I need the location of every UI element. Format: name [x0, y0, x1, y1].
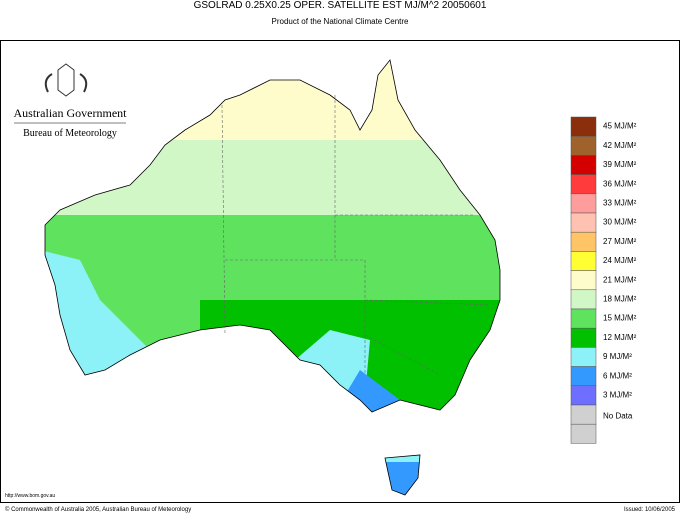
legend-label: 36 MJ/M² — [603, 179, 637, 188]
legend: 45 MJ/M² 42 MJ/M² 39 MJ/M² 36 MJ/M² 33 MJ/M²… — [570, 116, 637, 444]
title: GSOLRAD 0.25X0.25 OPER. SATELLITE EST MJ… — [194, 0, 487, 11]
legend-swatch — [570, 231, 597, 252]
legend-label: 30 MJ/M² — [603, 218, 637, 227]
legend-swatch — [570, 404, 597, 425]
legend-label: 15 MJ/M² — [603, 314, 637, 323]
state-borders — [221, 95, 491, 376]
url: http://www.bom.gov.au — [5, 493, 55, 499]
legend-label: 12 MJ/M² — [603, 333, 637, 342]
legend-label: 45 MJ/M² — [603, 122, 637, 131]
issued: Issued: 10/06/2005 — [624, 507, 676, 513]
legend-swatch — [570, 423, 597, 444]
legend-label: 33 MJ/M² — [603, 199, 637, 208]
legend-label: No Data — [603, 412, 633, 421]
legend-swatch — [570, 308, 597, 329]
logo-line2: Bureau of Meteorology — [23, 128, 117, 139]
legend-label: 27 MJ/M² — [603, 237, 637, 246]
legend-label: 9 MJ/M² — [603, 352, 632, 361]
legend-swatch — [570, 155, 597, 175]
legend-swatch — [570, 270, 597, 291]
legend-label: 18 MJ/M² — [603, 295, 637, 304]
legend-swatch — [570, 289, 597, 310]
legend-swatch — [570, 327, 597, 348]
legend-swatch — [570, 251, 597, 271]
legend-label: 3 MJ/M² — [603, 391, 632, 400]
legend-swatch — [570, 116, 597, 137]
legend-swatch — [570, 193, 597, 214]
legend-swatch — [570, 135, 597, 156]
legend-swatch — [570, 366, 597, 387]
legend-swatch — [570, 212, 597, 233]
coastline — [44, 59, 501, 496]
legend-label: 21 MJ/M² — [603, 275, 637, 284]
logo: Australian Government Bureau of Meteorol… — [14, 63, 128, 139]
logo-line1: Australian Government — [14, 106, 128, 120]
legend-swatch — [570, 385, 597, 406]
legend-label: 6 MJ/M² — [603, 371, 632, 380]
copyright: © Commonwealth of Australia 2005, Austra… — [5, 506, 191, 513]
subtitle: Product of the National Climate Centre — [272, 17, 410, 26]
legend-label: 42 MJ/M² — [603, 141, 637, 150]
legend-label: 39 MJ/M² — [603, 160, 637, 169]
legend-swatch — [570, 347, 597, 367]
legend-swatch — [570, 174, 597, 195]
legend-label: 24 MJ/M² — [603, 256, 637, 265]
